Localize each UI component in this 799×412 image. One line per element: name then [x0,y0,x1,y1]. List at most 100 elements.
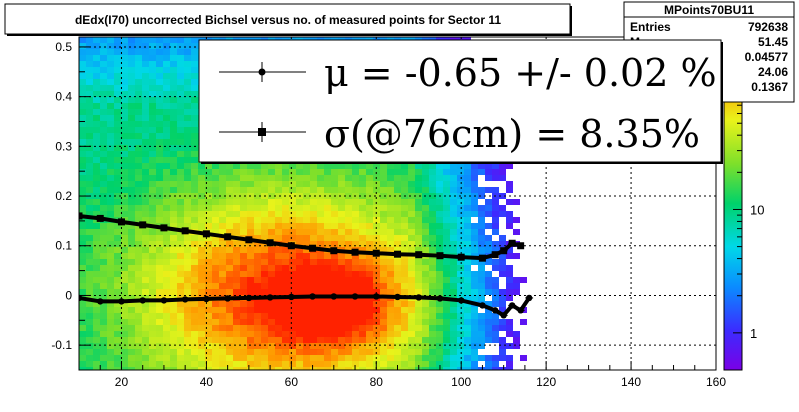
heatmap-cell [275,205,282,211]
heatmap-cell [331,169,338,175]
heatmap-cell [163,253,170,259]
heatmap-cell [401,247,408,253]
heatmap-cell [443,283,450,289]
heatmap-cell [352,163,359,169]
heatmap-cell [331,181,338,187]
heatmap-cell [408,361,415,367]
heatmap-cell [121,307,128,313]
heatmap-cell [114,133,121,139]
heatmap-cell [401,163,408,169]
heatmap-cell [254,313,261,319]
heatmap-cell [408,277,415,283]
heatmap-cell [303,217,310,223]
heatmap-cell [79,61,86,67]
heatmap-cell [128,181,135,187]
heatmap-cell [226,355,233,361]
heatmap-cell [163,259,170,265]
heatmap-cell [107,91,114,97]
heatmap-cell [303,259,310,265]
heatmap-cell [506,223,513,229]
heatmap-cell [492,187,499,193]
heatmap-cell [352,223,359,229]
heatmap-cell [387,259,394,265]
point-sigma [245,236,253,244]
heatmap-cell [212,205,219,211]
heatmap-cell [401,337,408,343]
heatmap-cell [142,217,149,223]
heatmap-cell [464,271,471,277]
heatmap-cell [184,313,191,319]
heatmap-cell [387,301,394,307]
heatmap-cell [359,241,366,247]
heatmap-cell [408,229,415,235]
heatmap-cell [170,199,177,205]
heatmap-cell [359,187,366,193]
heatmap-cell [170,247,177,253]
heatmap-cell [121,79,128,85]
heatmap-cell [478,217,485,223]
heatmap-cell [282,223,289,229]
heatmap-cell [191,205,198,211]
heatmap-cell [268,283,275,289]
heatmap-cell [100,151,107,157]
heatmap-cell [436,187,443,193]
heatmap-cell [443,349,450,355]
heatmap-cell [79,121,86,127]
heatmap-cell [499,325,506,331]
heatmap-cell [247,241,254,247]
heatmap-cell [422,163,429,169]
heatmap-cell [121,361,128,367]
heatmap-cell [310,229,317,235]
heatmap-cell [212,271,219,277]
heatmap-cell [100,277,107,283]
heatmap-cell [233,259,240,265]
heatmap-cell [184,67,191,73]
heatmap-cell [289,181,296,187]
heatmap-cell [100,163,107,169]
heatmap-cell [499,319,506,325]
heatmap-cell [163,73,170,79]
heatmap-cell [170,175,177,181]
heatmap-cell [86,307,93,313]
heatmap-cell [205,301,212,307]
heatmap-cell [149,49,156,55]
heatmap-cell [163,85,170,91]
heatmap-cell [79,127,86,133]
heatmap-cell [457,211,464,217]
heatmap-cell [380,229,387,235]
heatmap-cell [163,49,170,55]
heatmap-cell [240,205,247,211]
heatmap-cell [331,367,338,370]
heatmap-cell [121,271,128,277]
heatmap-cell [485,319,492,325]
heatmap-cell [331,217,338,223]
heatmap-cell [499,193,506,199]
heatmap-cell [506,199,513,205]
heatmap-cell [352,319,359,325]
heatmap-cell [219,241,226,247]
heatmap-cell [163,175,170,181]
heatmap-cell [310,175,317,181]
heatmap-cell [240,301,247,307]
heatmap-cell [86,127,93,133]
heatmap-cell [170,283,177,289]
heatmap-cell [506,343,513,349]
heatmap-cell [317,283,324,289]
heatmap-cell [149,295,156,301]
heatmap-cell [191,55,198,61]
heatmap-cell [296,181,303,187]
heatmap-cell [464,181,471,187]
heatmap-cell [471,349,478,355]
heatmap-cell [170,91,177,97]
heatmap-cell [219,223,226,229]
heatmap-cell [471,343,478,349]
heatmap-cell [149,139,156,145]
heatmap-cell [233,367,240,370]
point-mu [245,294,253,302]
heatmap-cell [163,283,170,289]
heatmap-cell [380,307,387,313]
heatmap-cell [184,253,191,259]
heatmap-cell [240,331,247,337]
heatmap-cell [275,265,282,271]
